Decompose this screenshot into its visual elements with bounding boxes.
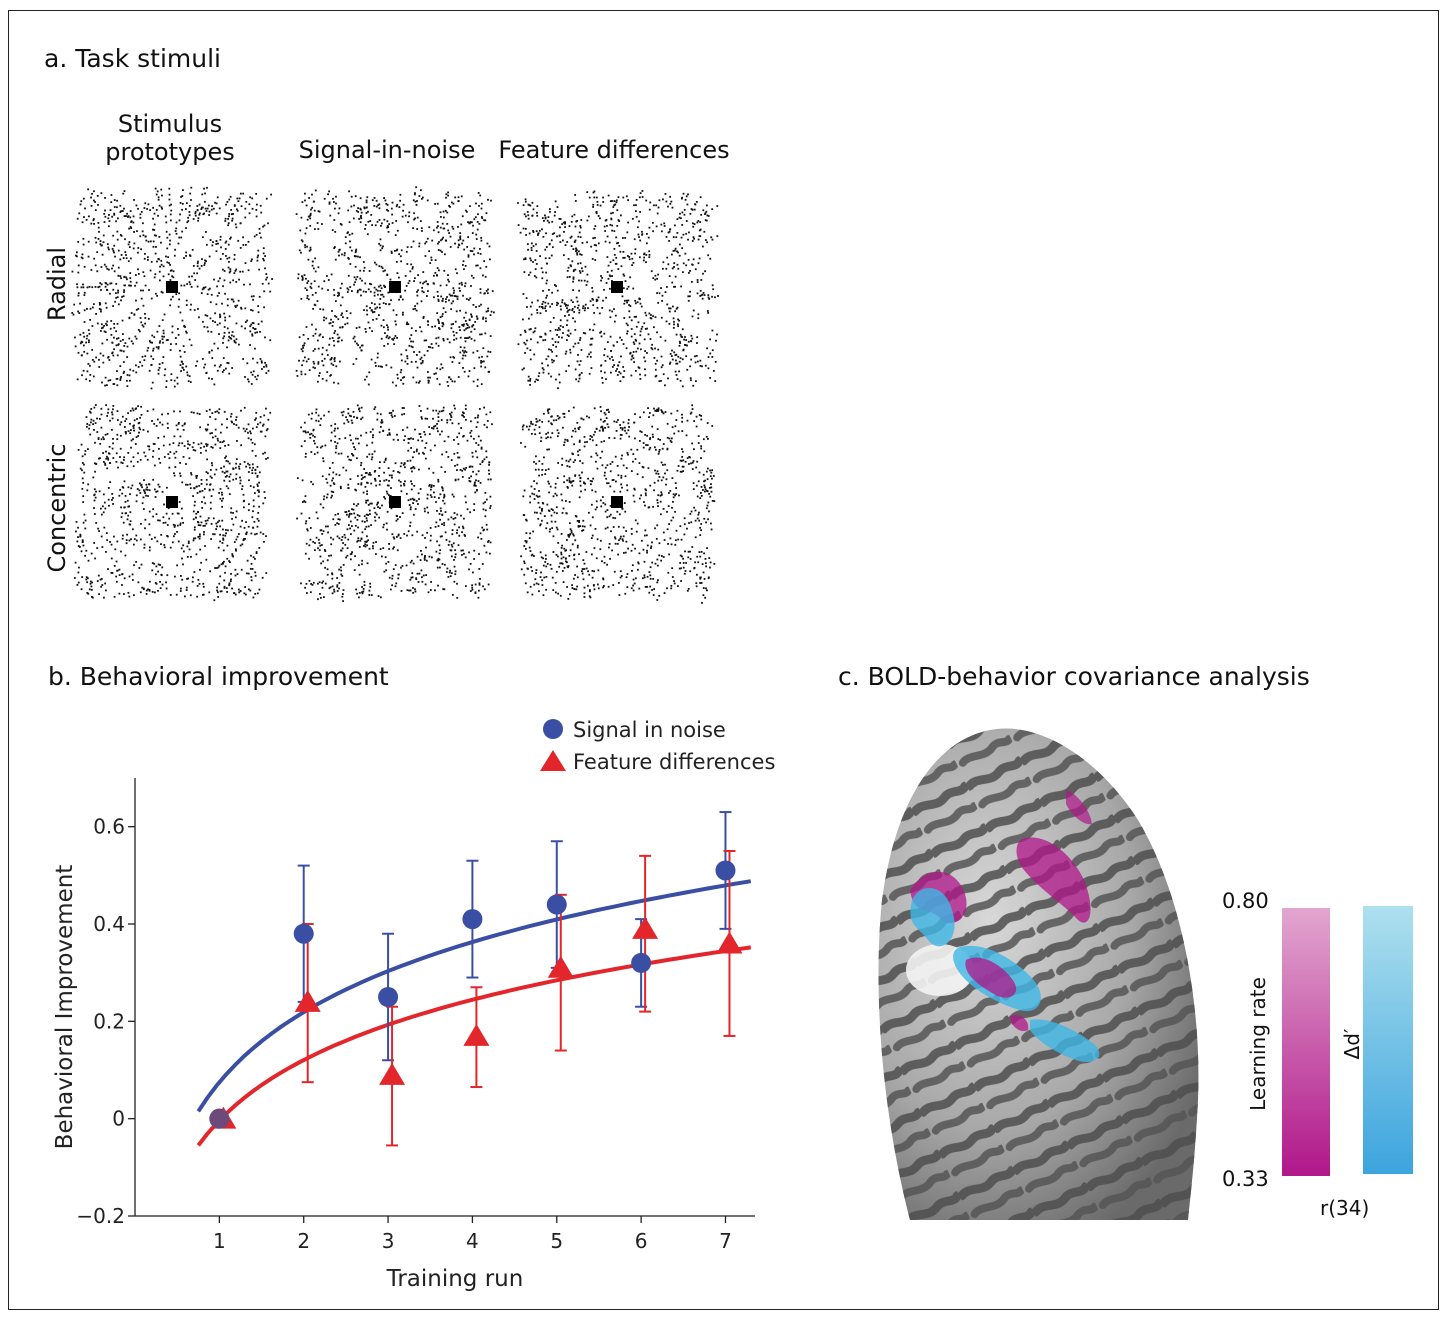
y-tick-label: 0: [112, 1107, 125, 1131]
stimulus-panel: [295, 186, 495, 387]
data-point-feature-differences: [547, 955, 574, 978]
panel-a-title: a. Task stimuli: [44, 44, 221, 73]
stimulus-panel: [517, 190, 719, 390]
panel-c-title: c. BOLD-behavior covariance analysis: [838, 662, 1310, 691]
learning-rate-colorbar: [1282, 908, 1330, 1176]
x-axis-label: Training run: [386, 1266, 524, 1292]
data-point-signal-in-noise: [715, 860, 736, 881]
x-tick-label: 3: [382, 1229, 395, 1253]
legend-marker-signal-in-noise: [543, 719, 563, 739]
r34-label: r(34): [1320, 1196, 1370, 1220]
data-point-signal-in-noise: [378, 987, 399, 1007]
stimulus-panel: [520, 404, 716, 604]
fit-curve: [196, 945, 752, 1147]
fixation-square: [166, 281, 178, 293]
col-head-signal-in-noise: Signal-in-noise: [298, 136, 476, 164]
data-point-feature-differences: [379, 1062, 406, 1085]
learning-rate-label: Learning rate: [1246, 977, 1270, 1111]
y-tick-label: 0.6: [93, 815, 125, 839]
data-point-signal-in-noise: [631, 952, 652, 973]
legend-marker-feature-differences: [540, 750, 566, 771]
data-point-feature-differences: [716, 931, 743, 954]
data-point-signal-in-noise: [462, 909, 483, 930]
fixation-square: [389, 496, 401, 508]
stimuli-grid: [71, 186, 719, 604]
col-head-prototypes-line2: prototypes: [105, 138, 235, 166]
legend-label: Signal in noise: [573, 718, 726, 742]
scale-max-label: 0.80: [1222, 889, 1269, 913]
data-point-signal-in-noise: [546, 894, 567, 915]
x-tick-label: 4: [466, 1229, 479, 1253]
dprime-colorbar: [1363, 906, 1413, 1174]
col-head-prototypes-line1: Stimulus: [117, 110, 223, 138]
panel-b-title: b. Behavioral improvement: [48, 662, 389, 691]
y-tick-label: 0.4: [93, 912, 125, 936]
col-head-prototypes: Stimulus prototypes: [100, 110, 240, 166]
fixation-square: [611, 281, 623, 293]
stimulus-panel: [73, 404, 272, 602]
y-tick-label: 0.2: [93, 1009, 125, 1033]
data-point-feature-differences: [632, 916, 659, 939]
data-point-feature-differences: [294, 989, 321, 1012]
scale-min-label: 0.33: [1222, 1167, 1269, 1191]
fit-curve: [196, 879, 752, 1113]
x-tick-label: 7: [719, 1229, 732, 1253]
y-tick-label: −0.2: [76, 1204, 125, 1228]
x-tick-label: 5: [550, 1229, 563, 1253]
x-tick-label: 2: [297, 1229, 310, 1253]
cortical-surface: [878, 728, 1199, 1220]
dprime-label: Δd′: [1340, 1028, 1364, 1060]
col-head-feature-differences: Feature differences: [498, 136, 730, 164]
stimulus-panel: [296, 404, 493, 602]
fixation-square: [166, 496, 178, 508]
x-tick-label: 1: [213, 1229, 226, 1253]
legend-label: Feature differences: [573, 750, 775, 774]
y-axis-label: Behavioral Improvement: [52, 865, 78, 1150]
behavioral-chart: −0.2 0 0.2 0.4 0.6 1 2 3 4 5 6 7 Training run Behavio…: [52, 718, 775, 1292]
stimulus-panel: [71, 186, 273, 390]
figure-frame: [8, 10, 1439, 1310]
data-point-feature-differences: [463, 1023, 490, 1046]
fixation-square: [389, 281, 401, 293]
data-point-overlap: [209, 1108, 230, 1129]
x-tick-label: 6: [635, 1229, 648, 1253]
data-point-signal-in-noise: [293, 923, 314, 944]
fixation-square: [611, 496, 623, 508]
